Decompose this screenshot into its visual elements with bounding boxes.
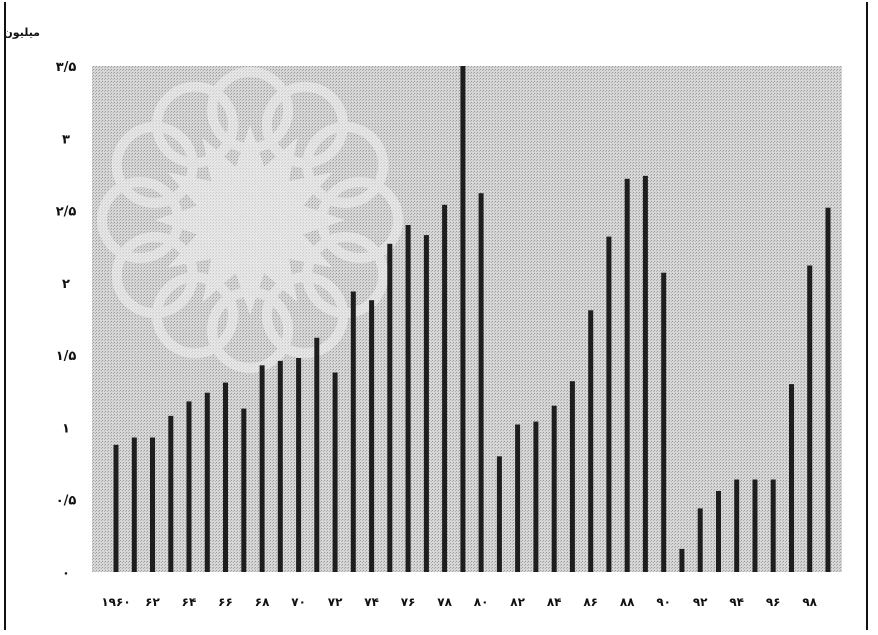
bar-1966 [223,382,228,572]
bar-1991 [679,548,685,572]
y-tick-label: ۰/۵ [56,494,77,509]
bar-1988 [624,178,630,573]
bar-1996 [770,479,776,572]
bar-1968 [259,365,265,572]
bar-1981 [496,456,502,572]
bar-1967 [241,408,247,572]
bar-1990 [661,272,667,572]
bar-1975 [387,243,393,573]
bar-1999 [825,207,831,572]
y-tick-label: ۲/۵ [56,205,77,220]
ornament-star [155,125,345,315]
chart-frame [4,2,868,630]
y-tick-label: ۳/۵ [56,60,77,75]
y-tick-label: ۱/۵ [56,349,77,364]
ornament-ring [152,81,238,168]
bar-1962 [150,437,155,572]
bar-1992 [697,508,703,572]
x-tick-label: ۶۶ [218,595,233,609]
x-tick-label: ۸۰ [474,595,489,609]
x-tick-label: ۶۲ [145,595,160,609]
x-tick-label: ۷۸ [437,595,452,609]
x-tick-label: ۸۸ [620,595,635,609]
x-tick-label: ۸۴ [547,595,562,609]
ornament-ring [302,122,389,208]
bar-1963 [168,415,174,572]
bar-1961 [131,437,137,572]
bar-1994 [734,479,740,572]
bar-1974 [369,300,375,572]
y-tick-label: ۲ [62,277,70,292]
bar-1970 [296,358,302,572]
bar-1985 [569,381,575,572]
bar-1995 [752,479,758,572]
x-tick-label: ۷۶ [401,595,416,609]
bar-1980 [478,193,484,572]
x-tick-label: ۸۶ [583,595,598,609]
x-tick-label: ۹۰ [656,595,671,609]
x-tick-label: ۸۲ [510,595,525,609]
bar-1989 [642,175,648,572]
x-tick-label: ۶۸ [255,595,270,609]
x-tick-label: ۹۴ [729,595,744,609]
y-tick-label: ۰ [62,566,70,581]
background-ornament [97,67,403,373]
bar-1983 [533,421,539,572]
bar-1997 [789,384,794,572]
y-tick-label: ۳ [62,132,70,147]
bar-1977 [423,235,429,572]
bar-1998 [807,265,813,572]
bar-1993 [716,491,721,572]
bar-1960 [113,444,119,572]
ornament-ring [262,272,348,359]
bar-1986 [588,310,594,572]
bar-1972 [332,372,338,572]
x-tick-labels: ۱۹۶۰ ۶۲ ۶۴ ۶۶ ۶۸ ۷۰ ۷۲ ۷۴ ۷۶ ۷۸ ۸۰ ۸۲ ۸۴ ۸۶ ۸۸ ۹۰ ۹۲ ۹۴ ۹۶… [101,595,817,609]
y-axis-label: میلیون بشکه در روز [0,26,40,39]
x-tick-label: ۹۶ [766,595,781,609]
bar-1987 [606,236,612,572]
bar-1964 [186,401,192,572]
bar-1965 [204,392,210,572]
bar-1979 [460,66,466,572]
ornament-ring [111,232,198,318]
bar-1982 [515,424,521,572]
bar-1969 [277,360,283,572]
bars-group [113,66,831,573]
bar-1984 [551,405,557,572]
x-tick-label: ۱۹۶۰ [101,595,130,609]
bar-1973 [350,291,356,572]
x-tick-label: ۷۰ [291,595,306,609]
x-tick-label: ۷۲ [328,595,343,609]
x-tick-label: ۷۴ [364,595,379,609]
bar-1976 [405,225,411,572]
bar-1971 [314,337,320,572]
y-tick-labels: ۰ ۰/۵ ۱ ۱/۵ ۲ ۲/۵ ۳ ۳/۵ [56,60,77,581]
x-tick-label: ۹۸ [802,595,817,609]
x-tick-label: ۹۲ [693,595,708,609]
y-tick-label: ۱ [62,421,70,436]
x-tick-label: ۶۴ [182,595,197,609]
bar-1978 [442,204,448,573]
